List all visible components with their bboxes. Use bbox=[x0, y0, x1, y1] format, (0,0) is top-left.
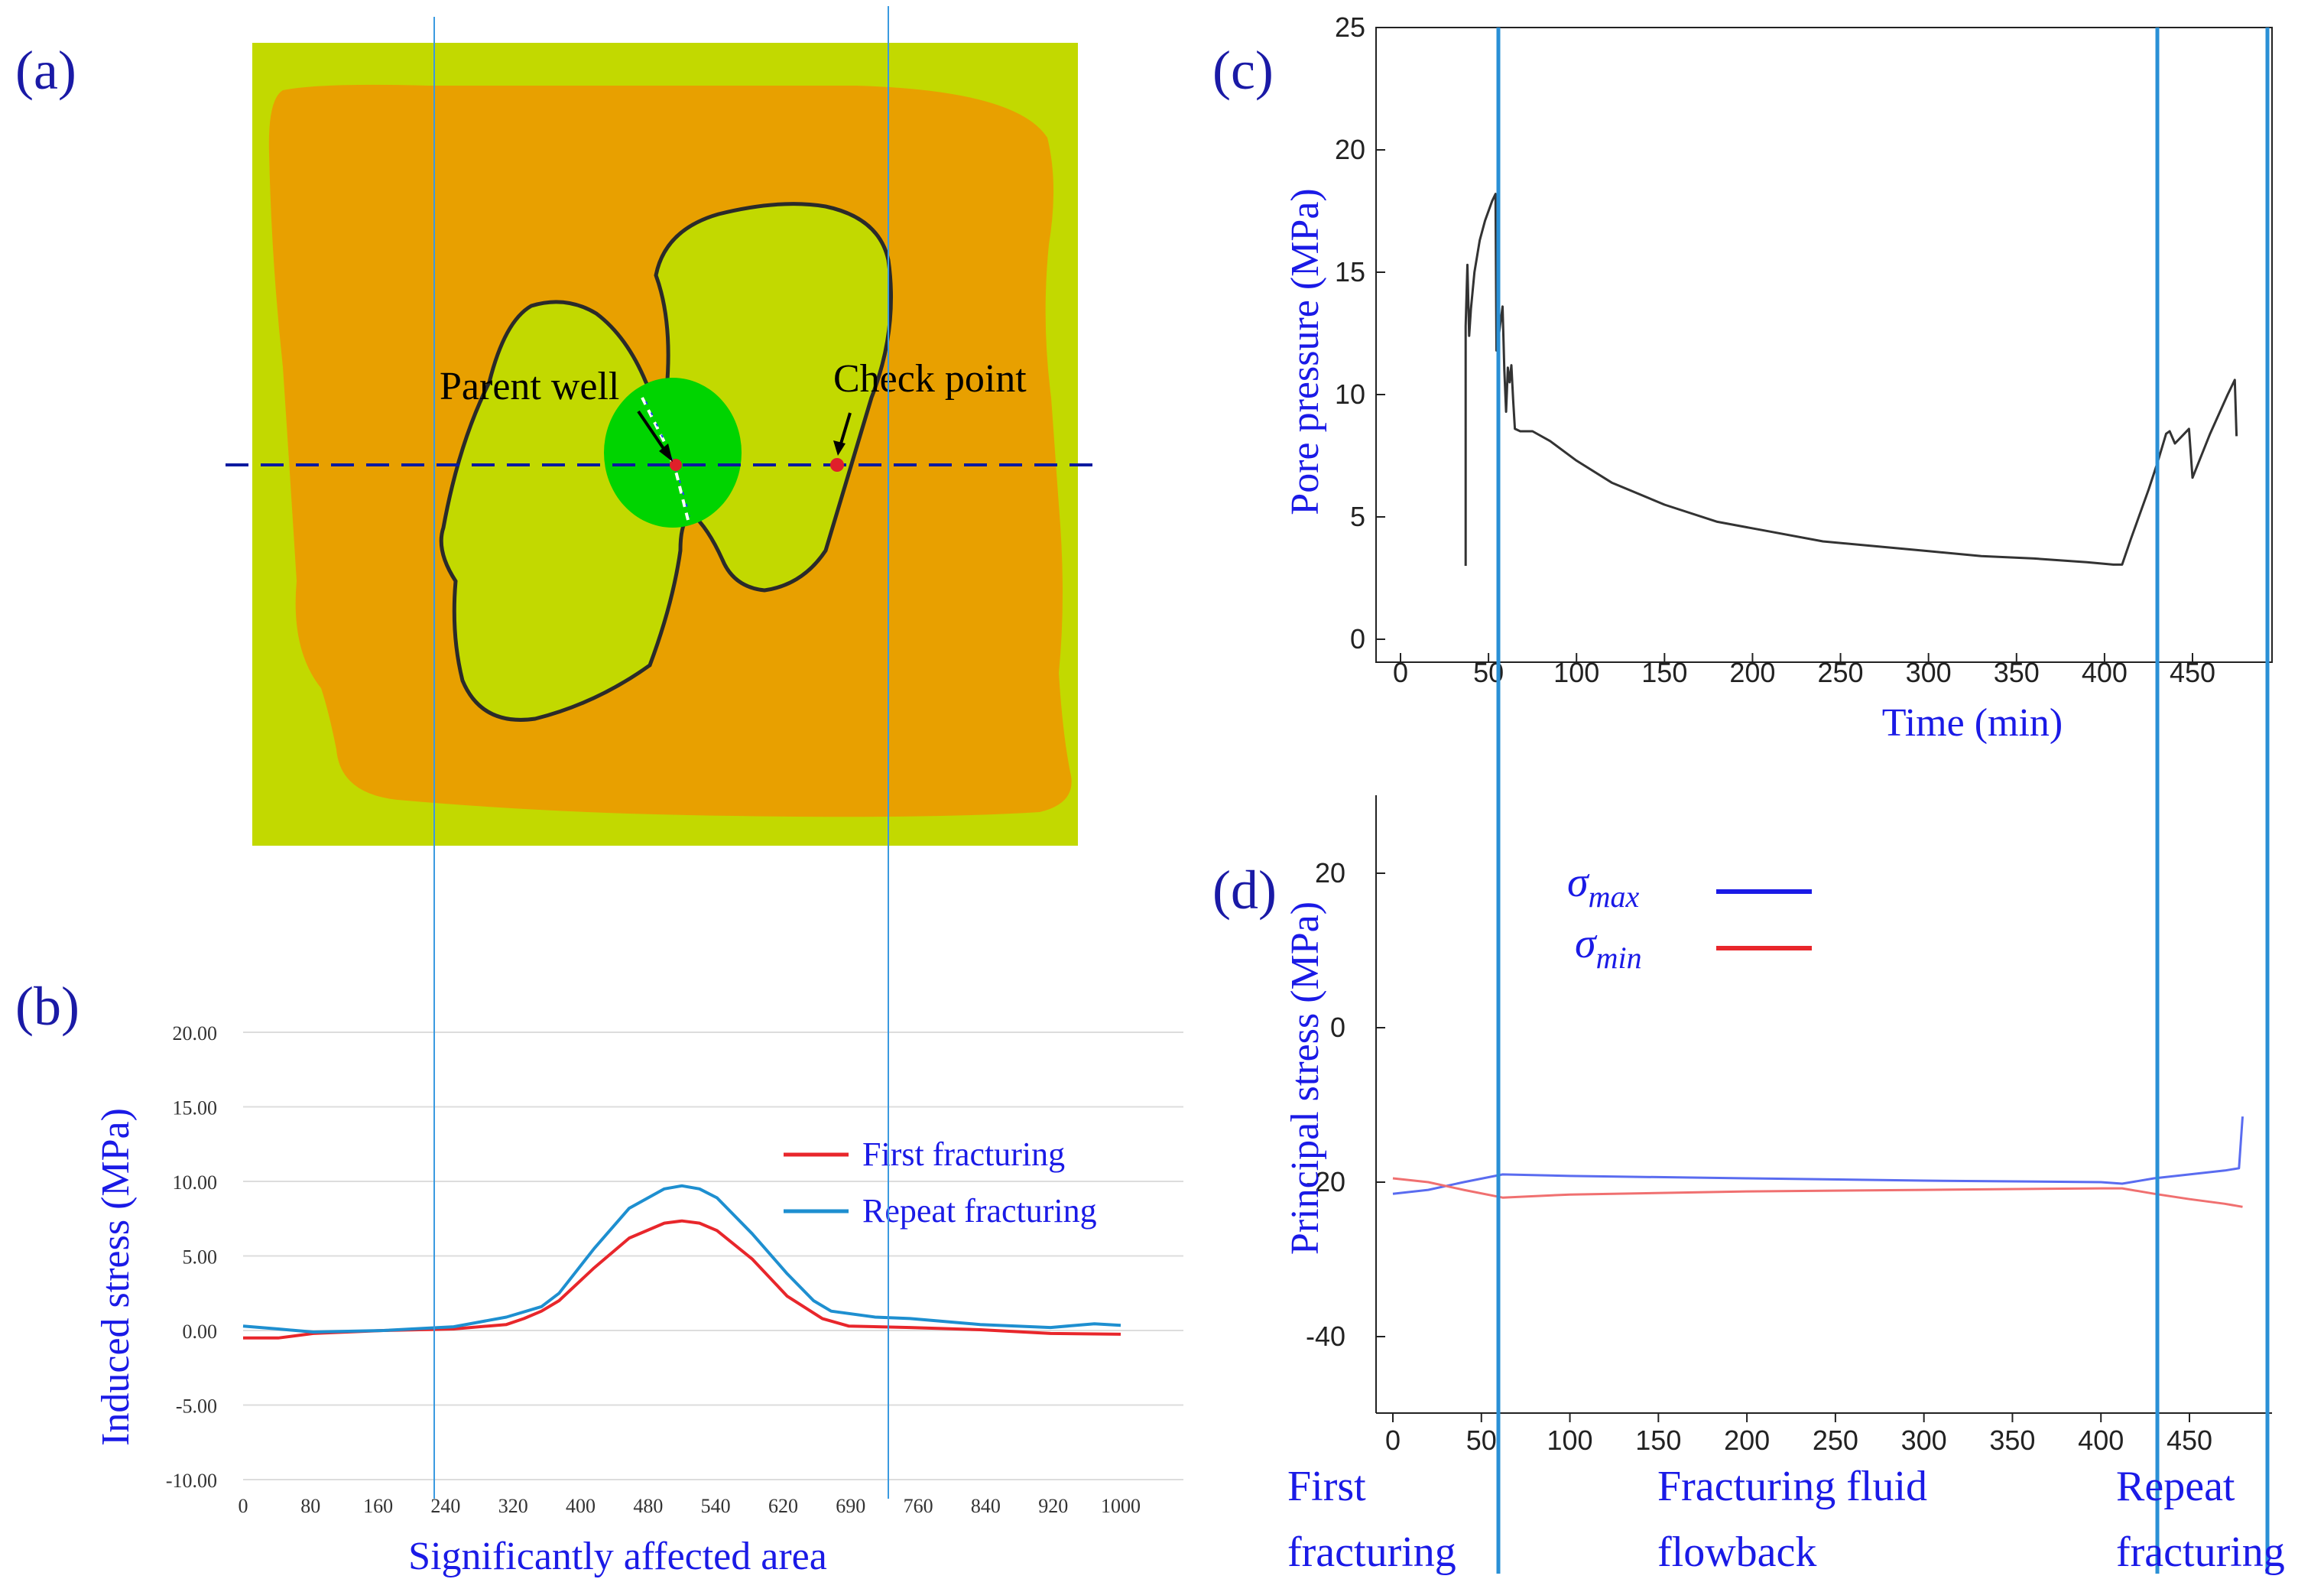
fracture-line-blue bbox=[645, 401, 690, 517]
panel-b-label: (b) bbox=[15, 976, 80, 1037]
panel-d-ylabel: Principal stress (MPa) bbox=[1284, 902, 1327, 1255]
panel-b-grid bbox=[243, 1032, 1183, 1480]
green-pressure-zone bbox=[604, 378, 742, 528]
panel-c-xtick-label: 150 bbox=[1641, 657, 1687, 688]
panel-d-xtick-label: 200 bbox=[1724, 1425, 1770, 1456]
panel-b-series bbox=[242, 1184, 1121, 1340]
panel-b-ytick-label: -10.00 bbox=[166, 1470, 217, 1492]
panel-d-xtick-label: 300 bbox=[1901, 1425, 1947, 1456]
panel-b-xtick-label: 690 bbox=[836, 1495, 865, 1517]
panel-d-xtick-label: 0 bbox=[1385, 1425, 1401, 1456]
legend-sigma-max: σmax bbox=[1567, 859, 1640, 914]
panel-d-xticks: 0 50 100 150 200 250 300 350 400 450 bbox=[1385, 1413, 2212, 1456]
check-point-arrowhead bbox=[833, 440, 846, 456]
panel-b-ytick-label: 15.00 bbox=[173, 1097, 218, 1119]
panel-d-ytick-label: 20 bbox=[1315, 857, 1345, 889]
panel-c-ytick-label: 10 bbox=[1335, 379, 1365, 410]
stage-repeat-line1: Repeat bbox=[2116, 1463, 2235, 1510]
panel-b-ylabel: Induced stress (MPa) bbox=[94, 1108, 138, 1446]
panel-b-xticks: 0 80 160 240 320 400 480 540 620 690 760 840 920 1000 bbox=[239, 1495, 1141, 1517]
panel-b-xtick-label: 1000 bbox=[1101, 1495, 1141, 1517]
panel-c-ylabel: Pore pressure (MPa) bbox=[1284, 188, 1327, 515]
panel-c-xticks: 0 50 100 150 200 250 300 350 400 450 bbox=[1393, 653, 2215, 688]
panel-d-ytick-label: -40 bbox=[1306, 1321, 1345, 1352]
panel-b-ytick-label: -5.00 bbox=[176, 1395, 217, 1418]
stage-repeat-line2: fracturing bbox=[2116, 1529, 2285, 1576]
panel-c-xlabel: Time (min) bbox=[1882, 701, 2063, 745]
panel-b-xtick-label: 760 bbox=[904, 1495, 933, 1517]
panel-b-xtick-label: 480 bbox=[633, 1495, 663, 1517]
panel-c-ytick-label: 15 bbox=[1335, 256, 1365, 288]
panel-d-series bbox=[1392, 1116, 2244, 1208]
panel-d-xtick-label: 50 bbox=[1466, 1425, 1497, 1456]
panel-a-label: (a) bbox=[15, 40, 76, 101]
legend-repeat-label: Repeat fracturing bbox=[862, 1192, 1097, 1230]
panel-b-xtick-label: 80 bbox=[300, 1495, 320, 1517]
panel-b-xtick-label: 240 bbox=[430, 1495, 460, 1517]
panel-d: (d) 200-20-40 0 50 100 150 200 250 300 350 400 45… bbox=[1212, 795, 2272, 1456]
parent-well-label: Parent well bbox=[440, 365, 619, 408]
stage-first-line2: fracturing bbox=[1287, 1529, 1456, 1576]
check-point-label: Check point bbox=[833, 357, 1027, 401]
panel-c-xtick-label: 350 bbox=[1994, 657, 2040, 688]
panel-b-xtick-label: 320 bbox=[498, 1495, 528, 1517]
legend-sigma-min: σmin bbox=[1575, 920, 1642, 975]
panel-d-ytick-label: -20 bbox=[1306, 1166, 1345, 1197]
panel-d-xtick-label: 250 bbox=[1813, 1425, 1858, 1456]
panel-c-xtick-label: 200 bbox=[1729, 657, 1775, 688]
panel-b-xlabel: Significantly affected area bbox=[408, 1535, 827, 1578]
stage-flowback-line2: flowback bbox=[1657, 1529, 1816, 1576]
panel-b-xtick-label: 620 bbox=[768, 1495, 798, 1517]
panel-c-xtick-label: 0 bbox=[1393, 657, 1408, 688]
panel-b-ytick-label: 0.00 bbox=[183, 1321, 218, 1343]
panel-d-yticks: 20 0 -20 -40 bbox=[1306, 857, 1385, 1352]
panel-b-yticks: 20.00 15.00 10.00 5.00 0.00 -5.00 -10.00 bbox=[166, 1022, 217, 1492]
check-point-arrow bbox=[839, 412, 852, 444]
check-point-marker bbox=[830, 458, 844, 472]
legend-first-label: First fracturing bbox=[862, 1136, 1065, 1173]
panel-b-xtick-label: 920 bbox=[1038, 1495, 1068, 1517]
panel-c-ytick-label: 5 bbox=[1350, 501, 1365, 532]
stage-flowback-line1: Fracturing fluid bbox=[1657, 1463, 1927, 1510]
panel-d-xtick-label: 100 bbox=[1547, 1425, 1593, 1456]
panel-c-ytick-label: 25 bbox=[1335, 11, 1365, 43]
panel-d-xtick-label: 450 bbox=[2167, 1425, 2212, 1456]
panel-c-frame bbox=[1375, 27, 2273, 663]
panel-b-xtick-label: 160 bbox=[363, 1495, 393, 1517]
panel-b: (b) 20.00 15.00 10.00 5.00 0.00 -5.00 -10.00 0… bbox=[15, 976, 1183, 1578]
panel-b-xtick-label: 400 bbox=[566, 1495, 596, 1517]
panel-b-xtick-label: 540 bbox=[701, 1495, 731, 1517]
stage-first-line1: First bbox=[1287, 1463, 1366, 1510]
panel-c-xtick-label: 400 bbox=[2082, 657, 2128, 688]
panel-c-label: (c) bbox=[1212, 40, 1274, 101]
panel-c-xtick-label: 300 bbox=[1906, 657, 1952, 688]
panel-a: (a) Parent well Check point bbox=[15, 40, 1095, 846]
panel-d-ytick-label: 0 bbox=[1330, 1012, 1345, 1043]
panel-d-series-1 bbox=[1392, 1177, 2243, 1208]
panel-b-series-1 bbox=[242, 1184, 1121, 1334]
parent-well-arrow bbox=[637, 410, 669, 456]
panel-b-ytick-label: 5.00 bbox=[183, 1246, 218, 1269]
panel-b-ytick-label: 10.00 bbox=[173, 1171, 218, 1194]
panel-d-xtick-label: 350 bbox=[1989, 1425, 2035, 1456]
panel-d-series-0 bbox=[1392, 1116, 2244, 1195]
stage-labels: First fracturing Fracturing fluid flowba… bbox=[1287, 1463, 2285, 1576]
panel-c-xtick-label: 100 bbox=[1553, 657, 1599, 688]
panel-d-label: (d) bbox=[1212, 859, 1277, 921]
panel-b-xtick-label: 840 bbox=[971, 1495, 1001, 1517]
panel-b-xtick-label: 0 bbox=[239, 1495, 248, 1517]
panel-d-xtick-label: 150 bbox=[1635, 1425, 1681, 1456]
panel-b-ytick-label: 20.00 bbox=[173, 1022, 218, 1045]
parent-well-arrowhead bbox=[659, 443, 673, 462]
panel-c-ytick-label: 20 bbox=[1335, 134, 1365, 165]
panel-b-series-0 bbox=[243, 1219, 1121, 1340]
panel-c-xtick-label: 250 bbox=[1818, 657, 1864, 688]
panel-d-xtick-label: 400 bbox=[2078, 1425, 2124, 1456]
panel-c-yticks: 0 5 10 15 20 25 bbox=[1335, 11, 1385, 655]
panel-c-ytick-label: 0 bbox=[1350, 623, 1365, 655]
panel-c-series-0 bbox=[1464, 193, 2238, 566]
panel-c-xtick-label: 450 bbox=[2170, 657, 2215, 688]
panel-c-series bbox=[1464, 193, 2238, 566]
